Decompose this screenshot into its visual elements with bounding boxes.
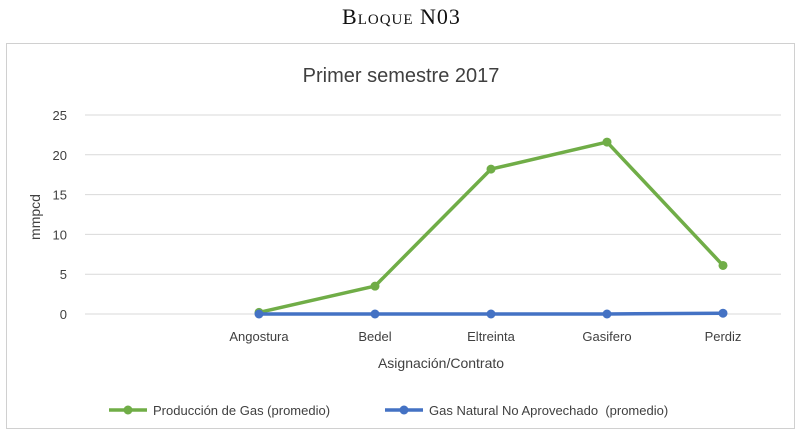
legend-swatch-marker [123, 405, 133, 415]
line-chart: Primer semestre 2017 0 5 10 15 20 25 Angostur… [27, 65, 781, 418]
x-tick-label: Angostura [229, 329, 289, 344]
series-1-point [718, 260, 728, 270]
chart-title: Primer semestre 2017 [303, 65, 500, 87]
chart-frame: Primer semestre 2017 0 5 10 15 20 25 Angostur… [6, 43, 795, 429]
legend-label: Gas Natural No Aprovechado (promedio) [429, 403, 668, 418]
y-tick-label: 5 [60, 267, 67, 282]
y-tick-label: 25 [53, 108, 67, 123]
series-1-point [486, 164, 496, 174]
legend: Producción de Gas (promedio) Gas Natural … [109, 403, 668, 418]
series-2-point [602, 309, 612, 319]
legend-label: Producción de Gas (promedio) [153, 403, 330, 418]
x-axis-label: Asignación/Contrato [378, 355, 504, 371]
series-1-point [370, 281, 380, 291]
y-axis-ticks: 0 5 10 15 20 25 [53, 108, 67, 322]
x-tick-label: Perdiz [705, 329, 742, 344]
x-tick-label: Eltreinta [467, 329, 515, 344]
series-1-point [602, 137, 612, 147]
y-axis-label: mmpcd [27, 194, 43, 240]
x-axis-ticks: Angostura Bedel Eltreinta Gasifero Perdiz [229, 329, 741, 344]
legend-swatch-marker [399, 405, 409, 415]
y-tick-label: 0 [60, 307, 67, 322]
series-2-point [486, 309, 496, 319]
x-tick-label: Gasifero [582, 329, 631, 344]
page-heading: Bloque N03 [342, 4, 461, 29]
y-tick-label: 20 [53, 148, 67, 163]
y-tick-label: 15 [53, 188, 67, 203]
y-tick-label: 10 [53, 227, 67, 242]
series-2-point [254, 309, 264, 319]
series-2-point [370, 309, 380, 319]
x-tick-label: Bedel [358, 329, 391, 344]
series-layer [254, 137, 728, 319]
series-2-point [718, 308, 728, 318]
